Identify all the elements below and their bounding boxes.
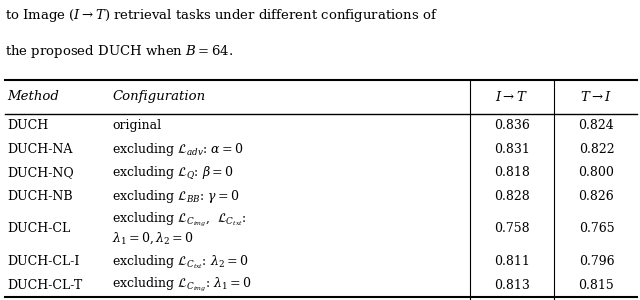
Text: to Image ($I \rightarrow T$) retrieval tasks under different configurations of: to Image ($I \rightarrow T$) retrieval t… bbox=[5, 8, 438, 25]
Text: 0.811: 0.811 bbox=[494, 255, 530, 268]
Text: DUCH-CL: DUCH-CL bbox=[8, 223, 71, 236]
Text: 0.758: 0.758 bbox=[494, 223, 530, 236]
Text: 0.796: 0.796 bbox=[579, 255, 614, 268]
Text: excluding $\mathcal{L}_{C_{txt}}$: $\lambda_2 = 0$: excluding $\mathcal{L}_{C_{txt}}$: $\lam… bbox=[112, 253, 248, 271]
Text: Configuration: Configuration bbox=[112, 90, 205, 103]
Text: 0.818: 0.818 bbox=[494, 166, 530, 179]
Text: excluding $\mathcal{L}_{C_{img}}$: $\lambda_1 = 0$: excluding $\mathcal{L}_{C_{img}}$: $\lam… bbox=[112, 276, 252, 294]
Text: excluding $\mathcal{L}_{BB}$: $\gamma = 0$: excluding $\mathcal{L}_{BB}$: $\gamma = … bbox=[112, 188, 239, 205]
Text: $\lambda_1 = 0, \lambda_2 = 0$: $\lambda_1 = 0, \lambda_2 = 0$ bbox=[112, 230, 194, 246]
Text: 0.824: 0.824 bbox=[579, 119, 614, 132]
Text: $I \rightarrow T$: $I \rightarrow T$ bbox=[495, 90, 529, 104]
Text: DUCH-CL-T: DUCH-CL-T bbox=[8, 279, 83, 292]
Text: original: original bbox=[112, 119, 161, 132]
Text: DUCH-CL-I: DUCH-CL-I bbox=[8, 255, 80, 268]
Text: 0.800: 0.800 bbox=[579, 166, 614, 179]
Text: 0.815: 0.815 bbox=[579, 279, 614, 292]
Text: 0.813: 0.813 bbox=[494, 279, 530, 292]
Text: 0.826: 0.826 bbox=[579, 190, 614, 202]
Text: excluding $\mathcal{L}_{adv}$: $\alpha = 0$: excluding $\mathcal{L}_{adv}$: $\alpha =… bbox=[112, 141, 243, 158]
Text: 0.765: 0.765 bbox=[579, 223, 614, 236]
Text: excluding $\mathcal{L}_{C_{img}}$,  $\mathcal{L}_{C_{txt}}$:: excluding $\mathcal{L}_{C_{img}}$, $\mat… bbox=[112, 211, 246, 229]
Text: 0.828: 0.828 bbox=[494, 190, 530, 202]
Text: DUCH-NQ: DUCH-NQ bbox=[8, 166, 74, 179]
Text: 0.831: 0.831 bbox=[494, 143, 530, 156]
Text: Method: Method bbox=[8, 90, 60, 103]
Text: the proposed DUCH when $B = 64$.: the proposed DUCH when $B = 64$. bbox=[5, 44, 234, 61]
Text: DUCH-NB: DUCH-NB bbox=[8, 190, 74, 202]
Text: excluding $\mathcal{L}_{Q}$: $\beta = 0$: excluding $\mathcal{L}_{Q}$: $\beta = 0$ bbox=[112, 164, 234, 181]
Text: 0.822: 0.822 bbox=[579, 143, 614, 156]
Text: DUCH-NA: DUCH-NA bbox=[8, 143, 73, 156]
Text: $T \rightarrow I$: $T \rightarrow I$ bbox=[580, 90, 612, 104]
Text: 0.836: 0.836 bbox=[494, 119, 530, 132]
Text: DUCH: DUCH bbox=[8, 119, 49, 132]
